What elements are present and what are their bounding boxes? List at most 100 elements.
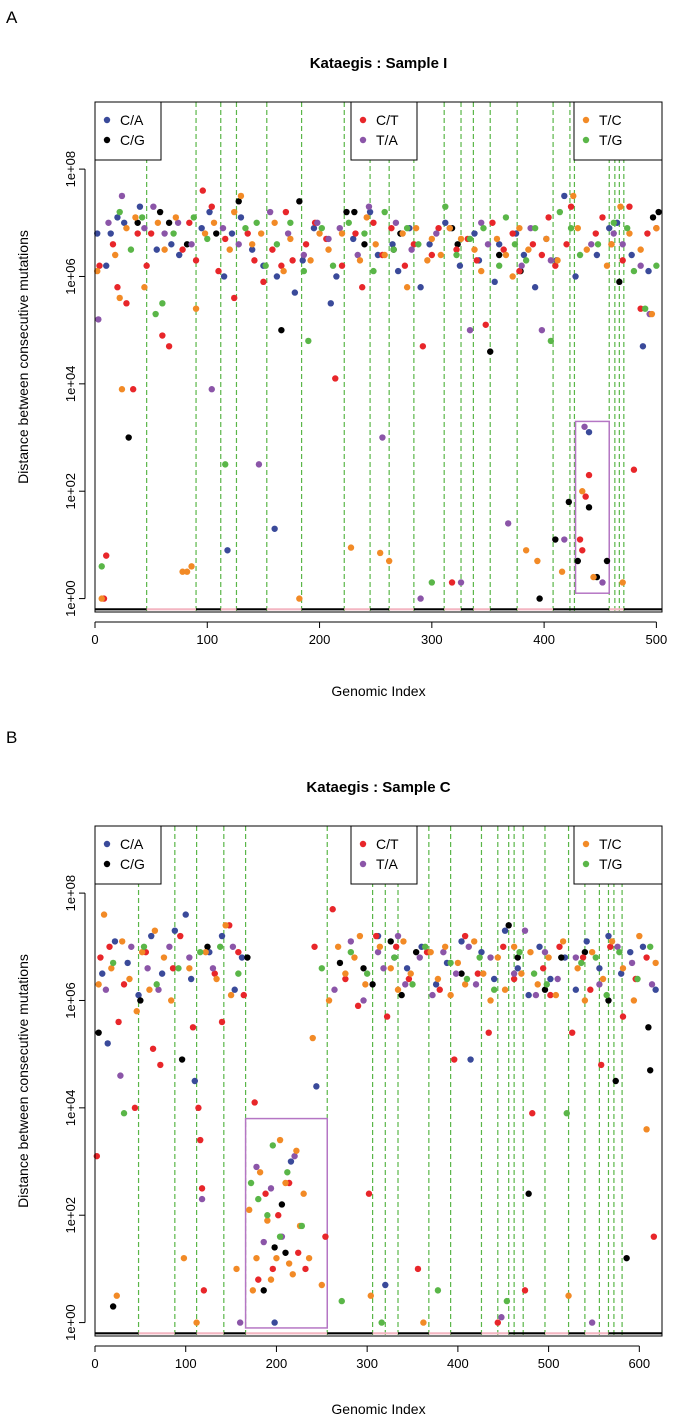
chart-b-point-TA-27 <box>465 943 472 950</box>
chart-b-point-TG-13 <box>284 1169 291 1176</box>
chart-b-point-CA-21 <box>403 965 411 972</box>
chart-a-point-TC-3 <box>116 294 123 302</box>
chart-b-point-TA-10 <box>236 1319 244 1326</box>
chart-b-point-TG-36 <box>616 948 623 956</box>
chart-a-point-TC-38 <box>403 284 411 291</box>
chart-b-point-TG-6 <box>216 943 224 950</box>
chart-b-point-CG-26 <box>645 1024 652 1031</box>
chart-b-point-CA-6 <box>158 970 166 977</box>
chart-b-point-CG-4 <box>204 943 211 950</box>
chart-a-point-TA-13 <box>284 230 292 237</box>
chart-b-point-CT-13 <box>197 1136 204 1144</box>
chart-a-point-TC-54 <box>543 235 550 243</box>
chart-b-point-TC-19 <box>233 1265 240 1273</box>
chart-b-point-CA-19 <box>382 1281 389 1289</box>
chart-a-legend-box-0 <box>94 101 162 161</box>
chart-a-point-CG-8 <box>296 198 303 205</box>
chart-a-point-CT-49 <box>509 230 516 237</box>
chart-a-legend-marker-TG <box>582 136 590 144</box>
chart-b-point-CG-11 <box>360 965 367 972</box>
chart-b-point-TA-34 <box>541 948 549 956</box>
chart-b-point-CA-8 <box>182 911 189 918</box>
chart-b-x-tick-label-2: 200 <box>266 1356 288 1371</box>
chart-b-point-CG-0 <box>95 1029 102 1036</box>
chart-a-point-CT-55 <box>563 241 570 248</box>
chart-b-legend-marker-TG <box>582 860 590 868</box>
chart-b-legend-marker-TA <box>359 860 367 868</box>
chart-b-point-TA-24 <box>429 991 436 999</box>
chart-a-point-TC-27 <box>316 230 323 237</box>
chart-b-point-TG-3 <box>153 981 160 988</box>
chart-b-point-CT-52 <box>547 991 554 999</box>
chart-a-point-TA-32 <box>527 224 534 232</box>
chart-b-x-tick-label-5: 500 <box>538 1356 560 1371</box>
chart-b-y-tick-label-3: 1e+06 <box>63 982 78 1019</box>
chart-a-point-TC-26 <box>307 257 314 264</box>
chart-b-point-CA-26 <box>467 1056 474 1063</box>
chart-a-y-tick-label-1: 1e+02 <box>63 473 78 510</box>
chart-a-point-TC-66 <box>626 230 633 237</box>
chart-a-point-TC-59 <box>579 488 586 495</box>
chart-a-point-TC-41 <box>428 235 436 243</box>
chart-b-point-CG-24 <box>612 1077 619 1085</box>
chart-a-point-CA-39 <box>520 251 528 259</box>
chart-b-point-TC-39 <box>342 970 349 977</box>
chart-a-point-TA-6 <box>174 219 182 226</box>
chart-a-point-TC-2 <box>112 251 119 259</box>
chart-b-point-CT-61 <box>643 954 650 961</box>
chart-a-point-TG-42 <box>623 224 631 232</box>
chart-b-point-TC-29 <box>285 1260 293 1267</box>
chart-a-point-CA-24 <box>350 235 357 243</box>
chart-a-point-CT-26 <box>289 257 296 264</box>
chart-a-point-TC-32 <box>363 214 370 221</box>
chart-a-legend-label-TC: T/C <box>599 112 622 128</box>
chart-b-point-TC-75 <box>630 997 638 1004</box>
chart-b-point-TC-6 <box>133 1008 140 1015</box>
chart-b-point-TC-15 <box>202 948 209 956</box>
chart-a-point-CG-10 <box>351 208 358 216</box>
chart-a-point-TC-14 <box>192 305 200 312</box>
chart-a-point-TA-18 <box>354 251 361 259</box>
chart-a-point-TC-50 <box>516 224 523 232</box>
chart-a-point-TA-15 <box>314 219 321 226</box>
chart-a-point-TC-51 <box>522 547 530 554</box>
chart-b-point-CG-27 <box>647 1067 654 1074</box>
chart-a-point-TG-16 <box>305 337 312 345</box>
chart-a-point-TG-15 <box>300 267 308 275</box>
chart-a-point-CT-67 <box>637 305 644 312</box>
chart-a-point-TC-18 <box>231 208 238 216</box>
chart-a-point-CG-6 <box>235 198 242 205</box>
chart-b-point-CA-25 <box>458 938 465 945</box>
chart-a-point-CT-46 <box>482 321 489 328</box>
chart-b-legend-label-CT: C/T <box>376 836 399 852</box>
chart-a-point-CT-0 <box>96 262 103 269</box>
chart-a-point-CT-60 <box>585 471 593 479</box>
chart-a-legend-label-TG: T/G <box>599 132 622 148</box>
chart-a-point-CA-1 <box>103 262 110 269</box>
chart-b-point-CT-51 <box>539 965 547 972</box>
chart-a-point-TG-13 <box>273 241 281 248</box>
chart-a-point-TG-32 <box>502 214 510 221</box>
chart-b-point-CT-39 <box>414 1265 422 1273</box>
chart-b-legend-box-1 <box>350 825 418 885</box>
chart-a-point-CA-13 <box>228 230 236 237</box>
chart-a-point-TC-29 <box>338 230 346 237</box>
chart-b-point-TG-20 <box>391 954 398 961</box>
chart-b-point-CG-6 <box>260 1287 267 1294</box>
chart-b-point-CG-12 <box>369 981 376 988</box>
chart-b-point-TA-19 <box>374 948 382 956</box>
chart-b-point-TC-26 <box>273 1254 280 1262</box>
chart-b-point-CT-19 <box>235 948 242 956</box>
chart-b-point-CG-9 <box>282 1249 289 1256</box>
chart-a-point-TA-21 <box>392 219 400 226</box>
chart-a-point-TA-31 <box>518 262 525 269</box>
chart-b-point-TC-41 <box>356 932 364 940</box>
chart-a-point-TC-11 <box>179 568 186 575</box>
chart-a-legend-box-2 <box>573 101 663 161</box>
chart-a-point-CG-17 <box>495 251 503 259</box>
chart-a-point-CG-3 <box>165 219 173 226</box>
chart-a-legend-marker-CA <box>103 116 111 124</box>
chart-b-point-TC-65 <box>545 954 552 961</box>
chart-a-point-CA-37 <box>495 241 503 248</box>
chart-b-point-TA-2 <box>128 943 135 950</box>
